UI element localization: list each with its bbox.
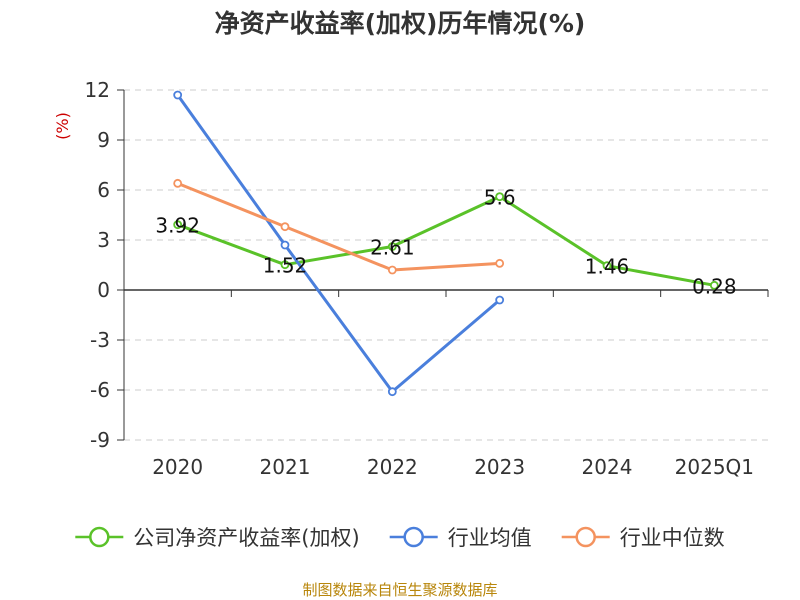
y-tick-label: 12 <box>85 78 110 102</box>
data-point-series-2 <box>495 258 505 268</box>
x-tick-label: 2022 <box>367 455 418 479</box>
legend-label: 行业中位数 <box>620 526 725 550</box>
legend-item-1[interactable]: 行业均值 <box>389 526 532 550</box>
y-tick-label: 0 <box>97 278 110 302</box>
series-line-0 <box>177 195 715 287</box>
legend-label: 公司净资产收益率(加权) <box>133 526 359 550</box>
x-tick-label: 2024 <box>582 455 633 479</box>
data-labels: 3.92 1.52 2.61 5.6 1.46 0.28 <box>155 186 736 299</box>
data-label: 2.61 <box>370 236 415 260</box>
y-tick-label: 6 <box>97 178 110 202</box>
data-point-series-0 <box>173 220 183 230</box>
legend-label: 行业均值 <box>448 526 532 550</box>
y-tick-label: -9 <box>90 428 110 452</box>
legend-item-2[interactable]: 行业中位数 <box>561 526 725 550</box>
y-tick-label: -3 <box>90 328 110 352</box>
data-point-series-1 <box>173 90 183 100</box>
y-tick-label: 3 <box>97 228 110 252</box>
data-label: 1.52 <box>263 254 308 278</box>
legend[interactable]: 公司净资产收益率(加权) 行业均值 行业中位数 <box>75 526 725 550</box>
data-point-series-1 <box>387 387 397 397</box>
data-point-series-0 <box>602 261 612 271</box>
data-point-series-0 <box>387 242 397 251</box>
data-label: 3.92 <box>155 214 200 238</box>
data-point-series-1 <box>280 240 290 250</box>
series <box>173 90 719 397</box>
axes: 12 9 6 3 0 -3 -6 -9 2020 2021 2022 2023 2024 2025Q1 <box>85 78 769 479</box>
legend-item-0[interactable]: 公司净资产收益率(加权) <box>75 526 360 550</box>
data-point-series-0 <box>280 260 290 270</box>
legend-marker-icon <box>403 526 424 548</box>
x-tick-label: 2020 <box>152 455 203 479</box>
series-line-1 <box>176 94 501 394</box>
legend-marker-icon <box>575 526 596 548</box>
y-tick-label: -6 <box>90 378 110 402</box>
data-label: 1.46 <box>585 255 630 279</box>
grid-lines <box>124 89 768 441</box>
data-label: 0.28 <box>692 274 737 298</box>
source-note: 制图数据来自恒生聚源数据库 <box>302 581 497 599</box>
data-point-series-0 <box>495 192 505 202</box>
data-point-series-1 <box>495 295 505 305</box>
chart-title: 净资产收益率(加权)历年情况(%) <box>215 9 586 38</box>
data-point-series-2 <box>280 222 290 232</box>
data-point-series-2 <box>387 265 397 275</box>
x-tick-label: 2021 <box>260 455 311 479</box>
data-point-series-2 <box>173 178 183 188</box>
legend-marker-icon <box>89 526 110 548</box>
data-point-series-0 <box>709 280 719 290</box>
series-line-2 <box>177 181 500 272</box>
x-tick-label: 2025Q1 <box>675 455 754 479</box>
x-tick-label: 2023 <box>474 455 525 479</box>
data-label: 5.6 <box>484 186 516 210</box>
y-tick-label: 9 <box>97 128 110 152</box>
y-axis-label: (%) <box>53 112 72 140</box>
